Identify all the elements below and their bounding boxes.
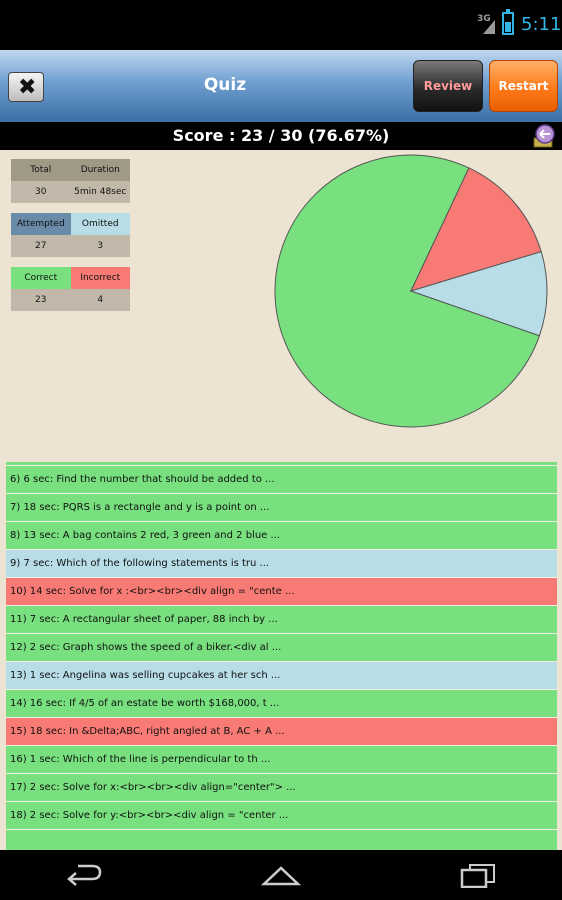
close-button[interactable]: ✖ [8, 72, 44, 102]
status-bar: 3G 5:11 [0, 0, 562, 50]
question-item[interactable]: 6) 6 sec: Find the number that should be… [6, 466, 557, 494]
question-item[interactable]: 16) 1 sec: Which of the line is perpendi… [6, 746, 557, 774]
restart-button[interactable]: Restart [489, 60, 558, 112]
question-item[interactable]: 11) 7 sec: A rectangular sheet of paper,… [6, 606, 557, 634]
pie-slice-0 [274, 154, 541, 428]
total-label: Total [11, 159, 71, 181]
question-item[interactable]: 10) 14 sec: Solve for x :<br><br><div al… [6, 578, 557, 606]
home-icon[interactable] [261, 862, 301, 888]
total-value: 30 [11, 181, 71, 203]
question-item[interactable]: 12) 2 sec: Graph shows the speed of a bi… [6, 634, 557, 662]
question-item[interactable]: 13) 1 sec: Angelina was selling cupcakes… [6, 662, 557, 690]
recent-apps-icon[interactable] [458, 862, 498, 888]
stats-attempted-omitted: Attempted Omitted 27 3 [11, 213, 130, 257]
question-item[interactable]: 9) 7 sec: Which of the following stateme… [6, 550, 557, 578]
question-item[interactable] [6, 830, 557, 850]
results-pie-chart [274, 154, 548, 428]
correct-value: 23 [11, 289, 71, 311]
question-item[interactable]: 17) 2 sec: Solve for x:<br><br><div alig… [6, 774, 557, 802]
stats-correct-incorrect: Correct Incorrect 23 4 [11, 267, 130, 311]
attempted-value: 27 [11, 235, 71, 257]
review-button[interactable]: Review [413, 60, 483, 112]
pie-slice-1 [410, 167, 542, 292]
incorrect-value: 4 [70, 289, 130, 311]
page-title: Quiz [203, 75, 247, 95]
signal-icon: 3G [475, 10, 497, 36]
back-arrow-icon[interactable] [531, 124, 558, 148]
close-icon: ✖ [18, 75, 37, 100]
score-bar: Score : 23 / 30 (76.67%) [0, 122, 562, 150]
correct-label: Correct [11, 267, 71, 289]
score-text: Score : 23 / 30 (76.67%) [172, 126, 390, 145]
question-item[interactable]: 8) 13 sec: A bag contains 2 red, 3 green… [6, 522, 557, 550]
omitted-value: 3 [70, 235, 130, 257]
battery-icon [502, 9, 514, 35]
question-item[interactable]: 7) 18 sec: PQRS is a rectangle and y is … [6, 494, 557, 522]
incorrect-label: Incorrect [70, 267, 130, 289]
question-item[interactable]: 14) 16 sec: If 4/5 of an estate be worth… [6, 690, 557, 718]
question-item[interactable]: 18) 2 sec: Solve for y:<br><br><div alig… [6, 802, 557, 830]
attempted-label: Attempted [11, 213, 71, 235]
pie-slice-2 [409, 251, 548, 337]
clock: 5:11 [521, 14, 562, 35]
omitted-label: Omitted [70, 213, 130, 235]
duration-label: Duration [70, 159, 130, 181]
stats-total-duration: Total Duration 30 5min 48sec [11, 159, 130, 203]
back-icon[interactable] [64, 862, 104, 888]
duration-value: 5min 48sec [70, 181, 130, 203]
navigation-bar [0, 850, 562, 900]
network-type: 3G [477, 14, 491, 24]
question-list[interactable]: 6) 6 sec: Find the number that should be… [6, 462, 557, 850]
question-item[interactable]: 15) 18 sec: In &Delta;ABC, right angled … [6, 718, 557, 746]
results-panel: Total Duration 30 5min 48sec Attempted O… [0, 150, 562, 850]
